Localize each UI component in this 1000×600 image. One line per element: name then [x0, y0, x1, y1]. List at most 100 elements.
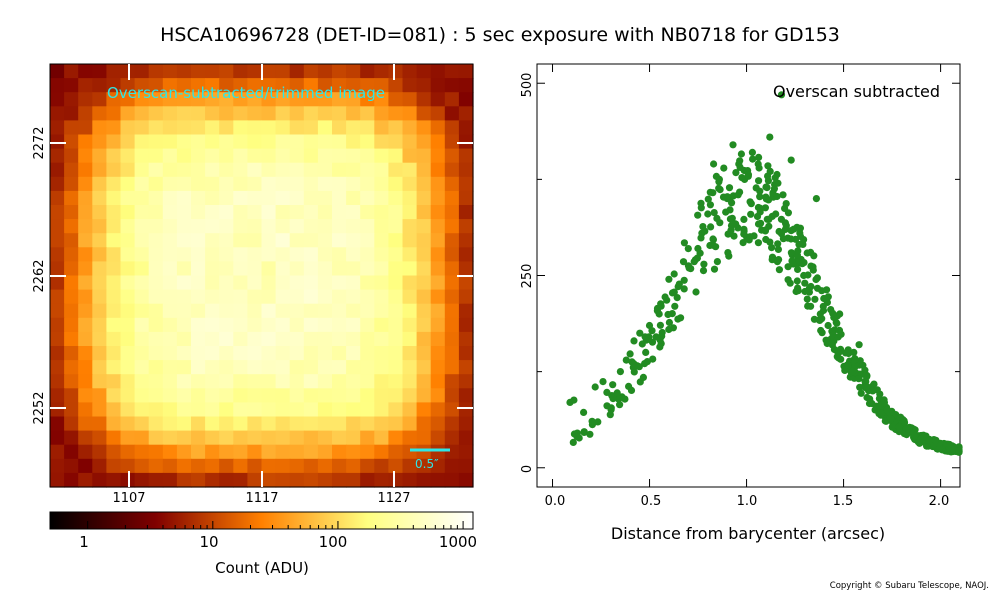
heatmap-pixel	[92, 402, 107, 418]
heatmap-pixel	[148, 346, 164, 361]
scatter-tick-marks	[537, 64, 960, 487]
heatmap-pixel	[346, 388, 361, 403]
scatter-point	[736, 157, 744, 165]
scatter-point	[736, 163, 744, 171]
heatmap-pixel	[275, 331, 291, 347]
heatmap-pixel	[92, 416, 107, 432]
heatmap-pixel	[205, 162, 220, 178]
heatmap-pixel	[106, 162, 122, 178]
heatmap-pixel	[317, 233, 333, 248]
heatmap-pixel	[332, 402, 347, 418]
heatmap-pixel	[332, 120, 347, 136]
heatmap-pixel	[148, 120, 164, 136]
heatmap-pixel	[50, 275, 65, 291]
heatmap-pixel	[303, 134, 319, 150]
scatter-point	[880, 396, 888, 404]
heatmap-pixel	[64, 92, 79, 107]
heatmap-pixel	[346, 374, 361, 389]
heatmap-pixel	[289, 303, 305, 319]
heatmap-pixel	[233, 261, 248, 277]
heatmap-pixel	[219, 472, 234, 488]
heatmap-pixel	[275, 458, 291, 474]
heatmap-pixel	[247, 360, 263, 375]
heatmap-pixel	[233, 247, 248, 262]
scatter-point	[896, 413, 905, 421]
heatmap-pixel	[134, 64, 150, 79]
heatmap-pixel	[416, 134, 432, 150]
heatmap-pixel	[92, 190, 107, 206]
heatmap-pixel	[120, 106, 136, 121]
scatter-point	[773, 258, 782, 266]
heatmap-pixel	[219, 317, 234, 333]
heatmap-pixel	[191, 219, 206, 234]
heatmap-pixel	[106, 458, 122, 474]
heatmap-pixel	[233, 219, 248, 234]
heatmap-pixel	[162, 261, 178, 277]
scatter-point	[755, 164, 763, 172]
scatter-point	[639, 373, 648, 381]
heatmap-pixel	[247, 472, 263, 488]
scatter-point	[855, 375, 863, 383]
scatter-point	[779, 235, 788, 243]
heatmap-pixel	[402, 444, 418, 460]
heatmap-pixel	[120, 219, 136, 234]
heatmap-pixel	[148, 289, 164, 305]
heatmap-pixel	[78, 458, 93, 474]
heatmap-pixel	[78, 331, 93, 347]
heatmap-pixel	[289, 92, 305, 107]
heatmap-pixel	[64, 374, 79, 389]
heatmap-pixel	[289, 233, 305, 248]
heatmap-pixel	[64, 176, 79, 192]
heatmap-pixel	[50, 374, 65, 389]
scatter-point	[775, 266, 784, 274]
heatmap-pixel	[374, 275, 389, 291]
heatmap-pixel	[247, 331, 263, 347]
heatmap-pixel	[402, 233, 418, 248]
heatmap-pixel	[191, 120, 206, 136]
heatmap-pixel	[346, 134, 361, 150]
heatmap-pixel	[106, 402, 122, 418]
heatmap-pixel	[205, 78, 220, 93]
heatmap-pixel	[444, 176, 460, 192]
heatmap-pixel	[162, 346, 178, 361]
heatmap-pixel	[233, 78, 248, 93]
heatmap-pixel	[176, 444, 192, 460]
heatmap-pixel	[247, 402, 263, 418]
heatmap-pixel	[162, 120, 178, 136]
heatmap-pixel	[360, 247, 375, 262]
scatter-point	[856, 383, 864, 391]
heatmap-pixel	[247, 444, 263, 460]
scatter-point	[671, 302, 679, 310]
scatter-point	[764, 162, 772, 170]
heatmap-pixel	[388, 360, 404, 375]
heatmap-pixel	[360, 190, 375, 206]
scatter-point	[787, 249, 796, 257]
x-tick-label: 1.0	[737, 494, 758, 509]
heatmap-pixel	[317, 190, 333, 206]
scatter-point	[704, 210, 712, 218]
heatmap-pixel	[402, 247, 418, 262]
heatmap-pixel	[388, 444, 404, 460]
heatmap-pixel	[289, 190, 305, 206]
heatmap-pixel	[346, 148, 361, 164]
heatmap-pixel	[317, 78, 333, 93]
heatmap-pixel	[332, 289, 347, 305]
heatmap-pixel	[303, 430, 319, 446]
heatmap-pixel	[233, 416, 248, 432]
heatmap-pixel	[430, 472, 446, 488]
heatmap-pixel	[303, 261, 319, 277]
heatmap-pixel	[388, 78, 404, 93]
heatmap-pixel	[388, 219, 404, 234]
heatmap-pixel	[275, 275, 291, 291]
scatter-point	[823, 286, 831, 294]
scatter-point	[822, 336, 830, 344]
heatmap-pixel	[289, 162, 305, 178]
heatmap-pixel	[303, 331, 319, 347]
heatmap-pixel	[78, 190, 93, 206]
scatter-point	[788, 257, 796, 265]
scatter-point	[694, 244, 702, 253]
scatter-point	[755, 153, 763, 161]
heatmap-pixel	[402, 430, 418, 446]
heatmap-pixel	[134, 106, 150, 121]
scatter-point	[790, 225, 798, 233]
